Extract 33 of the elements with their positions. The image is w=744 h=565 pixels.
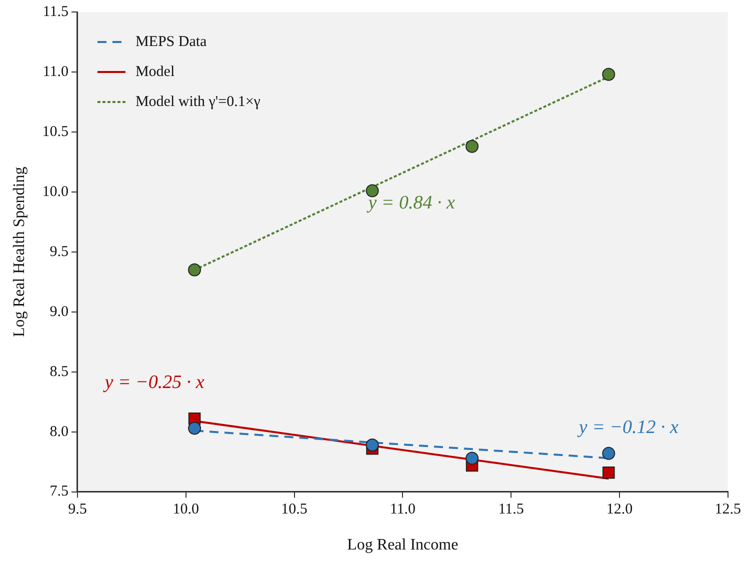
y-tick-label: 8.0 (50, 424, 68, 440)
y-tick-label: 10.5 (42, 124, 68, 140)
annotation: y = 0.84 · x (366, 192, 456, 214)
x-tick-label: 10.5 (281, 502, 308, 518)
annotation: y = −0.25 · x (102, 372, 205, 394)
y-tick-label: 9.5 (50, 244, 68, 260)
point (466, 140, 479, 153)
point (602, 446, 616, 460)
y-tick-label: 10.0 (42, 184, 68, 200)
point (366, 184, 379, 198)
x-tick-label: 11.0 (390, 502, 416, 518)
point (602, 466, 615, 479)
y-tick-label: 7.5 (50, 484, 68, 500)
y-tick-label: 11.5 (42, 4, 68, 20)
point (602, 68, 616, 81)
x-tick-label: 12.5 (714, 502, 741, 518)
x-tick-label: 12.0 (606, 502, 633, 518)
point (188, 263, 202, 276)
y-tick-label: 8.5 (50, 364, 68, 380)
x-tick-label: 11.5 (498, 502, 524, 518)
y-tick-label: 9.0 (50, 304, 68, 320)
point (466, 452, 479, 465)
point (188, 422, 202, 435)
x-tick-label: 10.0 (172, 502, 199, 518)
y-axis-title: Log Real Health Spending (10, 166, 28, 337)
x-tick-label: 9.5 (68, 502, 87, 518)
point (366, 438, 379, 452)
annotation: y = −0.12 · x (576, 417, 679, 438)
y-tick-label: 11.0 (42, 64, 68, 80)
legend-label: Model with γ'=0.1×γ (135, 94, 261, 110)
x-axis-title: Log Real Income (347, 536, 458, 554)
legend-label: MEPS Data (135, 34, 208, 50)
legend-label: Model (135, 64, 175, 80)
